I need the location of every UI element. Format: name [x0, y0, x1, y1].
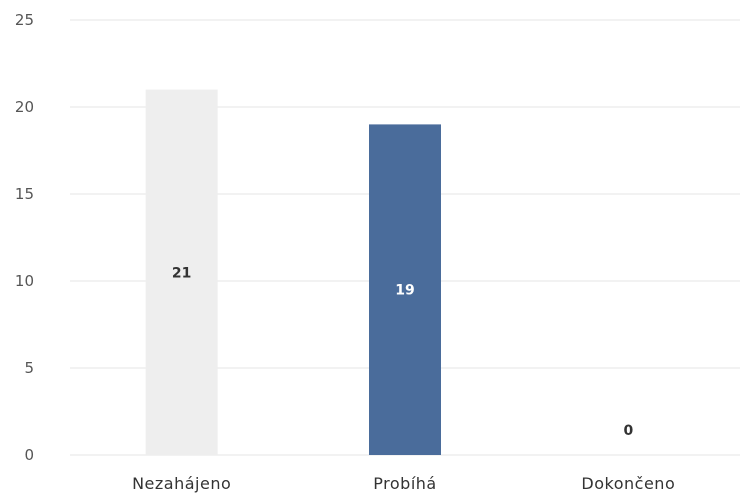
- bar-1: [145, 89, 218, 455]
- y-tick-label: 20: [15, 98, 34, 116]
- data-label: 19: [395, 283, 414, 299]
- y-axis: 0 5 10 15 20 25: [15, 11, 34, 464]
- data-label: 0: [623, 423, 633, 439]
- y-tick-label: 0: [24, 446, 34, 464]
- x-tick-label: Nezahájeno: [132, 474, 231, 493]
- y-tick-label: 5: [24, 359, 34, 377]
- y-tick-label: 10: [15, 272, 34, 290]
- bars: [145, 89, 441, 456]
- x-tick-label: Probíhá: [373, 474, 436, 493]
- y-tick-label: 15: [15, 185, 34, 203]
- y-tick-label: 25: [15, 11, 34, 29]
- x-tick-label: Dokončeno: [581, 474, 675, 493]
- bar-2: [369, 124, 441, 456]
- x-axis: Nezahájeno Probíhá Dokončeno: [132, 474, 675, 493]
- value-labels: 21 19 0: [172, 265, 634, 439]
- data-label: 21: [172, 265, 191, 281]
